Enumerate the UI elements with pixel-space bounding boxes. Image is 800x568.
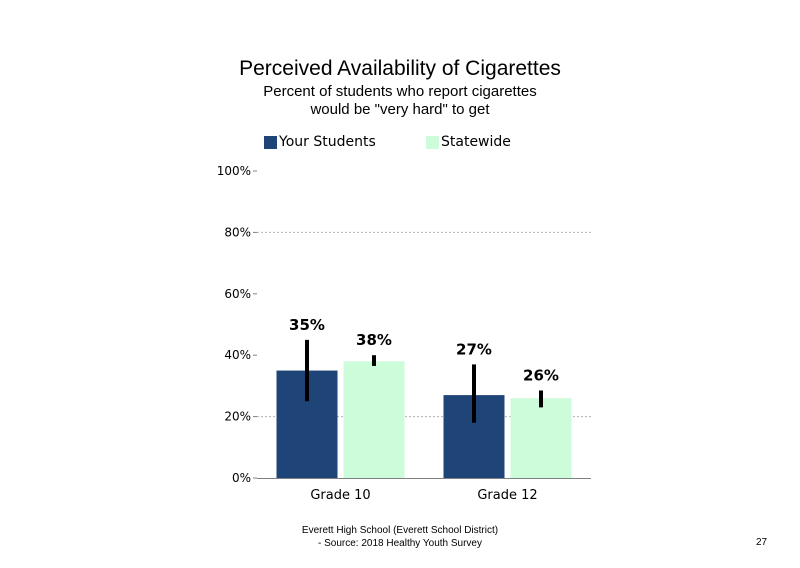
bar-grade-10-statewide <box>343 361 405 478</box>
data-label-grade-10-your-students: 35% <box>289 316 325 334</box>
y-tick-label-80: 80% <box>224 225 251 239</box>
y-tick-label-40: 40% <box>224 348 251 362</box>
data-label-grade-12-statewide: 26% <box>523 367 559 385</box>
legend-item-statewide: Statewide <box>426 134 511 150</box>
legend-swatch-your-students <box>264 135 277 149</box>
chart-title: Perceived Availability of Cigarettes <box>239 57 561 80</box>
bar-grade-12-statewide <box>510 398 572 478</box>
y-tick-label-0: 0% <box>232 471 251 485</box>
chart-subtitle-line-2: would be "very hard" to get <box>310 101 490 118</box>
y-tick-label-20: 20% <box>224 410 251 424</box>
legend-swatch-statewide <box>426 135 439 149</box>
data-label-grade-12-your-students: 27% <box>456 340 492 358</box>
page-number: 27 <box>756 537 768 548</box>
footer-school: Everett High School (Everett School Dist… <box>301 525 499 536</box>
x-category-label-grade-10: Grade 10 <box>310 488 370 503</box>
legend-label-your-students: Your Students <box>279 134 376 150</box>
x-category-label-grade-12: Grade 12 <box>477 488 537 503</box>
chart-subtitle-line-1: Percent of students who report cigarette… <box>263 83 537 100</box>
legend-item-your-students: Your Students <box>264 134 376 150</box>
data-label-grade-10-statewide: 38% <box>356 331 392 349</box>
legend-label-statewide: Statewide <box>441 134 511 150</box>
footer-source: - Source: 2018 Healthy Youth Survey <box>318 538 482 549</box>
y-tick-label-100: 100% <box>217 164 251 178</box>
y-tick-label-60: 60% <box>224 287 251 301</box>
